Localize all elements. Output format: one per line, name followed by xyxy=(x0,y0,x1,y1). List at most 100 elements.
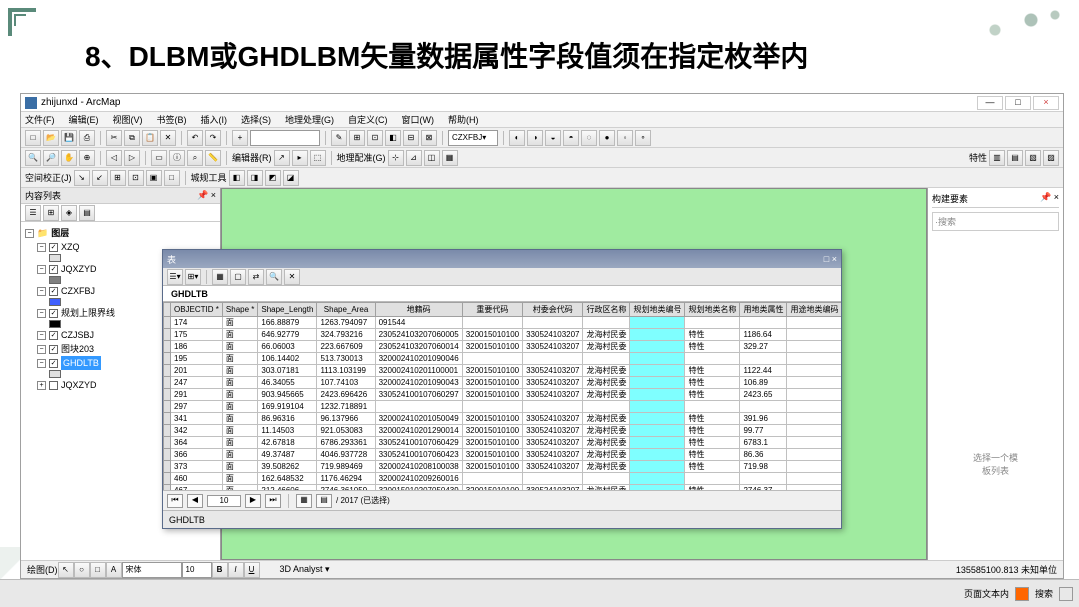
cell[interactable] xyxy=(630,329,685,341)
attr-menu-button[interactable]: ☰▾ xyxy=(167,269,183,285)
sa-b[interactable]: ↙ xyxy=(92,170,108,186)
open-button[interactable]: 📂 xyxy=(43,130,59,146)
layer-label-selected[interactable]: GHDLTB xyxy=(61,356,101,370)
row-header[interactable] xyxy=(164,449,171,461)
column-header[interactable]: OBJECTID * xyxy=(171,303,223,317)
cell[interactable]: 6786.293361 xyxy=(317,437,375,449)
zoom-in-button[interactable]: 🔍 xyxy=(25,150,41,166)
cell[interactable]: 龙海村民委 xyxy=(583,341,630,353)
tool-l[interactable]: ● xyxy=(599,130,615,146)
cell[interactable] xyxy=(740,473,787,485)
row-header[interactable] xyxy=(164,389,171,401)
menu-item[interactable]: 自定义(C) xyxy=(348,113,388,126)
cell[interactable]: 11.14503 xyxy=(258,425,317,437)
layer-label[interactable]: JQXZYD xyxy=(61,378,97,392)
table-row[interactable]: 291面903.9456652423.696426330524100107060… xyxy=(164,389,842,401)
cell[interactable]: 320002410201090043 xyxy=(375,377,462,389)
table-row[interactable]: 174面166.888791263.794097091544 xyxy=(164,317,842,329)
cell[interactable]: 330524103207 xyxy=(523,341,583,353)
edit-tool-b[interactable]: ▸ xyxy=(292,150,308,166)
table-row[interactable]: 201面303.071811113.1031993200024102011000… xyxy=(164,365,842,377)
georef-label[interactable]: 地理配准(G) xyxy=(337,151,386,164)
row-header[interactable] xyxy=(164,365,171,377)
tool-e[interactable]: ⊟ xyxy=(403,130,419,146)
delete-button[interactable]: ✕ xyxy=(160,130,176,146)
spatial-adjust-label[interactable]: 空间校正(J) xyxy=(25,171,72,184)
cell[interactable]: 320015010100 xyxy=(462,329,522,341)
right-panel-search[interactable]: ·搜索 xyxy=(932,212,1059,231)
cell[interactable] xyxy=(787,461,841,473)
column-header[interactable]: 行政区名称 xyxy=(583,303,630,317)
cell[interactable]: 39.508262 xyxy=(258,461,317,473)
minimize-button[interactable]: — xyxy=(977,96,1003,110)
cell[interactable]: 230524103207060014 xyxy=(375,341,462,353)
cell[interactable]: 320015010100 xyxy=(462,389,522,401)
attr-unselect[interactable]: ▢ xyxy=(230,269,246,285)
tool-g[interactable]: ◐ xyxy=(509,130,525,146)
tool-i[interactable]: ◒ xyxy=(545,130,561,146)
cell[interactable] xyxy=(462,317,522,329)
cell[interactable]: 320002410201050049 xyxy=(375,413,462,425)
cell[interactable]: 1186.64 xyxy=(740,329,787,341)
cell[interactable] xyxy=(740,317,787,329)
cell[interactable]: 特性 xyxy=(685,437,740,449)
nav-show-all[interactable]: ▦ xyxy=(296,494,312,508)
attr-switch-sel[interactable]: ⇄ xyxy=(248,269,264,285)
cell[interactable]: 297 xyxy=(171,401,223,413)
cell[interactable] xyxy=(787,449,841,461)
menu-item[interactable]: 书签(B) xyxy=(157,113,187,126)
cell[interactable]: 1263.794097 xyxy=(317,317,375,329)
cell[interactable] xyxy=(583,317,630,329)
cell[interactable]: 320015010100 xyxy=(462,365,522,377)
cell[interactable]: 龙海村民委 xyxy=(583,365,630,377)
cell[interactable] xyxy=(787,341,841,353)
table-row[interactable]: 460面162.6485321176.462943200024102092600… xyxy=(164,473,842,485)
column-header[interactable]: 村委会代码 xyxy=(523,303,583,317)
paste-button[interactable]: 📋 xyxy=(142,130,158,146)
nav-show-sel[interactable]: ▤ xyxy=(316,494,332,508)
table-row[interactable]: 341面86.9631696.1379663200024102010500493… xyxy=(164,413,842,425)
cell[interactable]: 面 xyxy=(222,473,257,485)
toc-pin-icon[interactable]: 📌 × xyxy=(197,190,216,201)
column-header[interactable]: 地籍码 xyxy=(375,303,462,317)
cell[interactable]: 特性 xyxy=(685,365,740,377)
full-extent-button[interactable]: ⊕ xyxy=(79,150,95,166)
prev-extent-button[interactable]: ◁ xyxy=(106,150,122,166)
cell[interactable]: 1113.103199 xyxy=(317,365,375,377)
cell[interactable]: 面 xyxy=(222,437,257,449)
layer-checkbox[interactable] xyxy=(49,381,58,390)
expand-icon[interactable]: − xyxy=(37,309,46,318)
cell[interactable]: 921.053083 xyxy=(317,425,375,437)
cell[interactable]: 面 xyxy=(222,413,257,425)
cell[interactable]: 330524100107060429 xyxy=(375,437,462,449)
cell[interactable]: 4046.937728 xyxy=(317,449,375,461)
cell[interactable]: 42.67818 xyxy=(258,437,317,449)
cell[interactable]: 特性 xyxy=(685,329,740,341)
menu-item[interactable]: 地理处理(G) xyxy=(285,113,334,126)
cell[interactable]: 330524100107060423 xyxy=(375,449,462,461)
menu-item[interactable]: 编辑(E) xyxy=(69,113,99,126)
cell[interactable]: 091544 xyxy=(375,317,462,329)
cell[interactable]: 特性 xyxy=(685,389,740,401)
row-header[interactable] xyxy=(164,425,171,437)
cell[interactable]: 330524103207 xyxy=(523,449,583,461)
tool-n[interactable]: ∘ xyxy=(635,130,651,146)
cell[interactable]: 320015010100 xyxy=(462,461,522,473)
nav-prev[interactable]: ◀ xyxy=(187,494,203,508)
nav-last[interactable]: ⏭ xyxy=(265,494,281,508)
menu-item[interactable]: 选择(S) xyxy=(241,113,271,126)
table-row[interactable]: 297面169.9191041232.718891 xyxy=(164,401,842,413)
cell[interactable]: 291 xyxy=(171,389,223,401)
cell[interactable]: 107.74103 xyxy=(317,377,375,389)
sa-e[interactable]: ▣ xyxy=(146,170,162,186)
cell[interactable]: 龙海村民委 xyxy=(583,461,630,473)
cell[interactable]: 1176.46294 xyxy=(317,473,375,485)
cell[interactable] xyxy=(630,401,685,413)
tool-h[interactable]: ◑ xyxy=(527,130,543,146)
toc-list-by-drawing[interactable]: ☰ xyxy=(25,205,41,221)
cell[interactable]: 特性 xyxy=(685,413,740,425)
table-row[interactable]: 366面49.374874046.93772833052410010706042… xyxy=(164,449,842,461)
tray-icon-1[interactable] xyxy=(1015,587,1029,601)
cell[interactable] xyxy=(523,401,583,413)
measure-button[interactable]: 📏 xyxy=(205,150,221,166)
